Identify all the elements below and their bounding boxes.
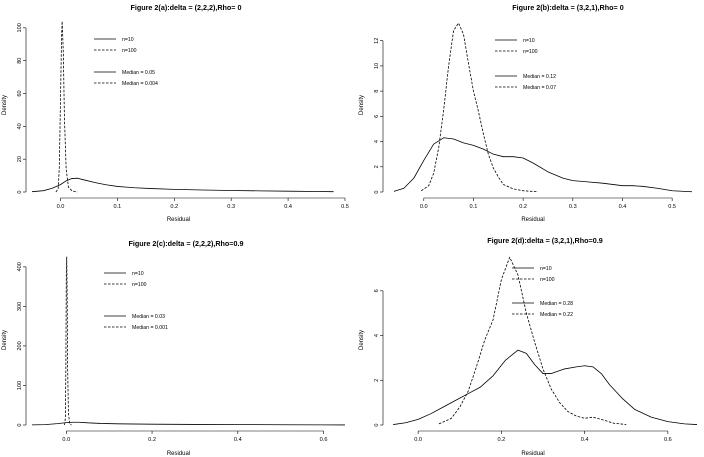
y-tick-label: 60: [17, 90, 23, 96]
x-axis-label: Residual: [521, 451, 544, 457]
chart-title: Figure 2(d):delta = (3,2,1),Rho=0.9: [487, 236, 602, 245]
series-line-n-100: [421, 22, 539, 193]
legend-label: n=100: [540, 277, 555, 283]
chart-panel: Figure 2(a):delta = (2,2,2),Rho= 0 0.0 0.1…: [2, 3, 349, 223]
y-tick-label: 6: [374, 289, 380, 292]
series-line-n-10: [393, 349, 698, 425]
x-tick-label: 0.2: [519, 204, 527, 210]
y-axis-label: Density: [2, 330, 8, 350]
legend-label: Median = 0.12: [523, 74, 556, 80]
x-tick-label: 0.1: [470, 204, 478, 210]
legend-label: Median = 0.05: [122, 70, 155, 76]
x-tick-label: 0.0: [414, 437, 422, 443]
legend-label: n=100: [523, 49, 538, 55]
y-tick-label: 0: [374, 423, 380, 426]
x-tick-label: 0.2: [497, 437, 505, 443]
x-tick-label: 0.4: [284, 204, 292, 210]
x-tick-label: 0.0: [57, 204, 65, 210]
y-tick-label: 10: [374, 63, 380, 69]
y-tick-label: 100: [17, 23, 23, 32]
legend-label: n=10: [132, 271, 144, 277]
chart-title: Figure 2(b):delta = (3,2,1),Rho= 0: [512, 3, 623, 12]
y-tick-label: 2: [374, 165, 380, 168]
x-tick-label: 0.5: [341, 204, 349, 210]
legend-label: n=10: [523, 38, 535, 44]
x-tick-label: 0.2: [148, 437, 156, 443]
x-tick-label: 0.4: [581, 437, 589, 443]
chart-panel: Figure 2(b):delta = (3,2,1),Rho= 0 0.0 0.1…: [359, 3, 693, 223]
y-tick-label: 12: [374, 38, 380, 44]
chart-title: Figure 2(a):delta = (2,2,2),Rho= 0: [130, 3, 241, 12]
y-tick-label: 8: [374, 90, 380, 93]
legend-label: Median = 0.004: [122, 81, 158, 87]
legend-label: Median = 0.07: [523, 85, 556, 91]
x-axis-label: Residual: [167, 217, 190, 223]
y-tick-label: 400: [17, 262, 23, 271]
y-tick-label: 0: [374, 190, 380, 193]
x-tick-label: 0.0: [62, 437, 70, 443]
series-line-n-10: [31, 421, 346, 426]
legend-label: n=100: [122, 48, 137, 54]
y-tick-label: 6: [374, 115, 380, 118]
series-line-n-10: [31, 177, 334, 193]
chart-panel: Figure 2(c):delta = (2,2,2),Rho=0.9 0.0 0.…: [2, 239, 346, 457]
legend-label: n=10: [122, 37, 134, 43]
y-tick-label: 2: [374, 379, 380, 382]
x-axis-label: Residual: [167, 451, 190, 457]
legend-label: Median = 0.28: [540, 301, 573, 307]
legend-label: n=100: [132, 282, 147, 288]
legend-label: Median = 0.22: [540, 312, 573, 318]
x-tick-label: 0.0: [420, 204, 428, 210]
y-tick-label: 80: [17, 58, 23, 64]
x-tick-label: 0.6: [320, 437, 328, 443]
x-tick-label: 0.4: [234, 437, 242, 443]
y-tick-label: 200: [17, 341, 23, 350]
series-line-n-100: [64, 256, 72, 426]
legend-label: Median = 0.03: [132, 314, 165, 320]
y-tick-label: 300: [17, 302, 23, 311]
y-axis-label: Density: [359, 95, 365, 115]
y-tick-label: 4: [374, 334, 380, 337]
x-tick-label: 0.3: [569, 204, 577, 210]
y-tick-label: 0: [17, 423, 23, 426]
y-tick-label: 4: [374, 140, 380, 143]
series-line-n-100: [438, 256, 627, 425]
y-tick-label: 100: [17, 381, 23, 390]
series-line-n-10: [393, 137, 693, 193]
y-tick-label: 0: [17, 190, 23, 193]
legend-label: n=10: [540, 266, 552, 272]
x-tick-label: 0.6: [664, 437, 672, 443]
y-axis-label: Density: [359, 330, 365, 350]
chart-title: Figure 2(c):delta = (2,2,2),Rho=0.9: [128, 239, 243, 248]
y-axis-label: Density: [2, 95, 8, 115]
x-tick-label: 0.4: [619, 204, 627, 210]
x-tick-label: 0.3: [227, 204, 235, 210]
y-tick-label: 40: [17, 123, 23, 129]
x-axis-label: Residual: [521, 217, 544, 223]
chart-panel: Figure 2(d):delta = (3,2,1),Rho=0.9 0.0 0.…: [359, 236, 698, 457]
x-tick-label: 0.5: [668, 204, 676, 210]
series-line-n-100: [55, 20, 78, 193]
x-tick-label: 0.1: [113, 204, 121, 210]
x-tick-label: 0.2: [170, 204, 178, 210]
y-tick-label: 20: [17, 156, 23, 162]
legend-label: Median = 0.001: [132, 325, 168, 331]
